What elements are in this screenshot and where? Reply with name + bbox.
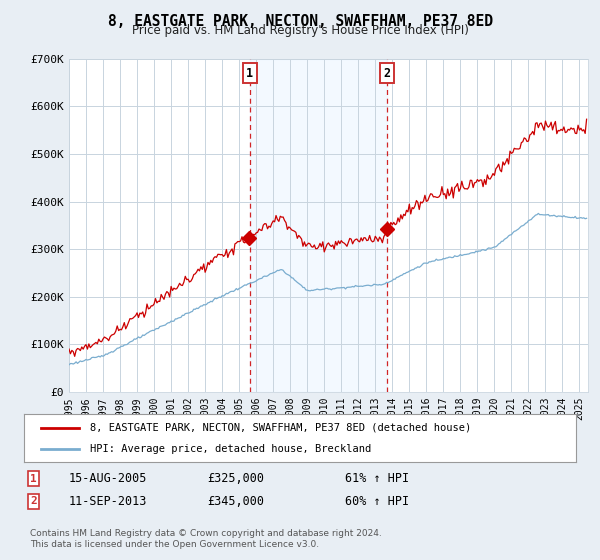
Text: 11-SEP-2013: 11-SEP-2013 <box>69 494 148 508</box>
Text: Price paid vs. HM Land Registry's House Price Index (HPI): Price paid vs. HM Land Registry's House … <box>131 24 469 37</box>
Text: 61% ↑ HPI: 61% ↑ HPI <box>345 472 409 486</box>
Text: 2: 2 <box>30 496 37 506</box>
Text: 8, EASTGATE PARK, NECTON, SWAFFHAM, PE37 8ED (detached house): 8, EASTGATE PARK, NECTON, SWAFFHAM, PE37… <box>90 423 472 433</box>
Text: 2: 2 <box>383 67 391 80</box>
Text: Contains HM Land Registry data © Crown copyright and database right 2024.
This d: Contains HM Land Registry data © Crown c… <box>30 529 382 549</box>
Text: 8, EASTGATE PARK, NECTON, SWAFFHAM, PE37 8ED: 8, EASTGATE PARK, NECTON, SWAFFHAM, PE37… <box>107 14 493 29</box>
Bar <box>250 59 387 392</box>
Text: 15-AUG-2005: 15-AUG-2005 <box>69 472 148 486</box>
Text: £325,000: £325,000 <box>207 472 264 486</box>
Text: HPI: Average price, detached house, Breckland: HPI: Average price, detached house, Brec… <box>90 444 371 454</box>
Text: 1: 1 <box>246 67 253 80</box>
Text: 60% ↑ HPI: 60% ↑ HPI <box>345 494 409 508</box>
Text: £345,000: £345,000 <box>207 494 264 508</box>
Text: 1: 1 <box>30 474 37 484</box>
